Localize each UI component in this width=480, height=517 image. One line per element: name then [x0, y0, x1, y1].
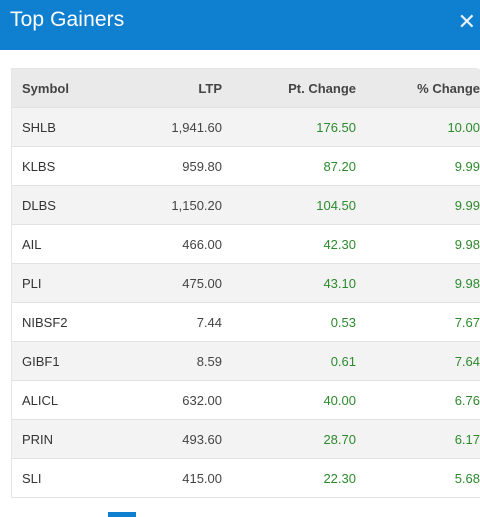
cell-symbol: NIBSF2	[12, 302, 112, 342]
gainers-table-container: Symbol LTP Pt. Change % Change SHLB 1,94…	[11, 68, 480, 498]
cell-symbol: GIBF1	[12, 341, 112, 381]
column-header-pct-change[interactable]: % Change	[356, 69, 480, 108]
column-header-ltp[interactable]: LTP	[112, 69, 223, 108]
pagination-active-indicator[interactable]	[108, 512, 136, 517]
cell-pt-change: 40.00	[223, 380, 356, 420]
cell-ltp: 466.00	[112, 224, 223, 264]
cell-pct-change: 9.98	[356, 263, 480, 303]
cell-pt-change: 43.10	[223, 263, 356, 303]
cell-symbol: KLBS	[12, 146, 112, 186]
cell-pct-change: 5.68	[356, 458, 480, 498]
cell-ltp: 475.00	[112, 263, 223, 303]
table-row[interactable]: ALICL 632.00 40.00 6.76	[12, 380, 480, 420]
modal-header: Top Gainers ✕	[0, 0, 480, 50]
cell-pct-change: 6.76	[356, 380, 480, 420]
cell-ltp: 8.59	[112, 341, 223, 381]
table-row[interactable]: NIBSF2 7.44 0.53 7.67	[12, 302, 480, 342]
table-header-row: Symbol LTP Pt. Change % Change	[12, 69, 480, 108]
close-icon[interactable]: ✕	[457, 9, 476, 34]
table-row[interactable]: SHLB 1,941.60 176.50 10.00	[12, 107, 480, 147]
cell-symbol: PLI	[12, 263, 112, 303]
cell-symbol: PRIN	[12, 419, 112, 459]
cell-symbol: AIL	[12, 224, 112, 264]
cell-pct-change: 7.67	[356, 302, 480, 342]
cell-pct-change: 9.98	[356, 224, 480, 264]
cell-ltp: 1,941.60	[112, 107, 223, 147]
table-row[interactable]: DLBS 1,150.20 104.50 9.99	[12, 185, 480, 225]
cell-pct-change: 9.99	[356, 185, 480, 225]
column-header-pt-change[interactable]: Pt. Change	[223, 69, 356, 108]
cell-pt-change: 0.61	[223, 341, 356, 381]
cell-pt-change: 0.53	[223, 302, 356, 342]
table-row[interactable]: AIL 466.00 42.30 9.98	[12, 224, 480, 264]
cell-symbol: DLBS	[12, 185, 112, 225]
table-row[interactable]: KLBS 959.80 87.20 9.99	[12, 146, 480, 186]
cell-pt-change: 87.20	[223, 146, 356, 186]
cell-ltp: 7.44	[112, 302, 223, 342]
cell-symbol: ALICL	[12, 380, 112, 420]
cell-pt-change: 28.70	[223, 419, 356, 459]
cell-ltp: 1,150.20	[112, 185, 223, 225]
table-row[interactable]: GIBF1 8.59 0.61 7.64	[12, 341, 480, 381]
cell-pt-change: 42.30	[223, 224, 356, 264]
cell-pt-change: 176.50	[223, 107, 356, 147]
cell-ltp: 493.60	[112, 419, 223, 459]
cell-ltp: 415.00	[112, 458, 223, 498]
cell-pct-change: 6.17	[356, 419, 480, 459]
cell-pct-change: 10.00	[356, 107, 480, 147]
table-row[interactable]: PLI 475.00 43.10 9.98	[12, 263, 480, 303]
cell-pt-change: 104.50	[223, 185, 356, 225]
cell-symbol: SLI	[12, 458, 112, 498]
modal-title: Top Gainers	[10, 8, 125, 31]
column-header-symbol[interactable]: Symbol	[12, 69, 112, 108]
cell-pct-change: 7.64	[356, 341, 480, 381]
table-row[interactable]: SLI 415.00 22.30 5.68	[12, 458, 480, 498]
gainers-table: Symbol LTP Pt. Change % Change SHLB 1,94…	[12, 69, 480, 498]
cell-pct-change: 9.99	[356, 146, 480, 186]
cell-pt-change: 22.30	[223, 458, 356, 498]
cell-ltp: 632.00	[112, 380, 223, 420]
cell-symbol: SHLB	[12, 107, 112, 147]
table-row[interactable]: PRIN 493.60 28.70 6.17	[12, 419, 480, 459]
cell-ltp: 959.80	[112, 146, 223, 186]
